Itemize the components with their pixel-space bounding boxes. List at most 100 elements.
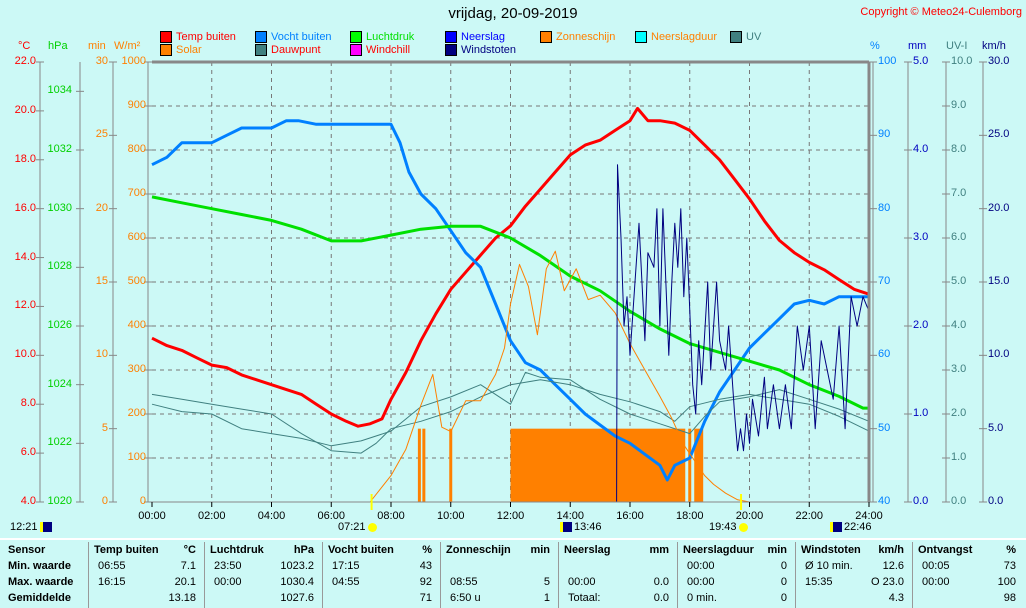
- legend-item: UV: [730, 31, 761, 43]
- legend-label: Solar: [176, 44, 202, 56]
- axis-tick-label-min: 25: [95, 128, 108, 141]
- axis-tick-label-uv: 1.0: [951, 451, 967, 463]
- astro-moon: 13:46: [560, 521, 602, 533]
- axis-tick-label-temp: 20.0: [14, 103, 36, 116]
- axis-tick-label-uv: 5.0: [951, 275, 967, 287]
- axis-tick-label-hum: 90: [878, 128, 891, 141]
- axis-tick-label-uv: 7.0: [951, 187, 967, 199]
- cell-time: 17:15: [332, 560, 360, 572]
- legend-label: Windchill: [366, 44, 411, 56]
- cell-time: 15:35: [805, 576, 833, 588]
- row-label: Min. waarde: [8, 560, 71, 572]
- axis-tick-label-uv: 4.0: [951, 319, 967, 331]
- axis-tick-label-min: 5: [101, 421, 108, 434]
- column-header: Neerslagduur: [683, 544, 754, 556]
- legend-label: UV: [746, 31, 762, 43]
- time-label: 16:00: [616, 510, 644, 522]
- cell-value: O 23.0: [870, 576, 904, 588]
- legend-label: Vocht buiten: [271, 31, 332, 43]
- sunshine-bar: [422, 428, 426, 502]
- astro-time: 07:21: [338, 521, 366, 533]
- legend-item: Luchtdruk: [350, 31, 414, 43]
- cell-value: 92: [419, 576, 432, 588]
- copyright: Copyright © Meteo24-Culemborg: [860, 6, 1022, 18]
- axis-unit-press: hPa: [48, 40, 68, 52]
- sunshine-bar: [449, 428, 453, 502]
- series-line-temp-buiten: [151, 106, 870, 428]
- axis-tick-label-solar: 700: [127, 187, 146, 199]
- column-unit: °C: [183, 544, 196, 556]
- legend-item: Windstoten: [445, 44, 516, 56]
- axis-tick-label-press: 1030: [47, 201, 72, 214]
- axis-tick-label-press: 1022: [47, 436, 72, 449]
- axis-tick-label-uv: 0.0: [951, 495, 967, 507]
- axis-tick-label-wind: 30.0: [988, 55, 1010, 67]
- time-label: 06:00: [317, 510, 346, 522]
- axis-tick-label-hum: 80: [878, 201, 891, 214]
- series-line-windstoten: [616, 164, 870, 503]
- axis-tick-label-wind: 10.0: [988, 348, 1010, 361]
- cell-value: 0.0: [653, 576, 669, 588]
- axis-tick-label-uv: 2.0: [951, 407, 967, 419]
- axis-tick-label-min: 30: [95, 55, 108, 67]
- column-header: Neerslag: [564, 544, 611, 556]
- cell-value: 0: [780, 592, 787, 604]
- axis-tick-label-min: 10: [95, 348, 108, 361]
- cell-value: 5: [543, 576, 550, 588]
- axis-tick-label-rain: 1.0: [913, 407, 929, 419]
- legend-swatch-icon: [255, 31, 267, 43]
- moon-icon: [560, 522, 572, 532]
- axis-tick-label-hum: 100: [878, 55, 897, 67]
- cell-value: 98: [1003, 592, 1016, 604]
- astro-moonrise: 22:46: [830, 521, 872, 533]
- summary-table: Sensor Min. waarde Max. waarde Gemiddelde Te…: [0, 538, 1026, 608]
- axis-tick-label-press: 1028: [47, 260, 72, 273]
- column-unit: min: [530, 544, 550, 556]
- legend-swatch-icon: [160, 31, 172, 43]
- cell-time: 00:00: [922, 576, 950, 588]
- axis-tick-label-rain: 0.0: [913, 495, 929, 507]
- column-header: Vocht buiten: [328, 544, 394, 556]
- legend-label: Temp buiten: [176, 31, 236, 43]
- legend-swatch-icon: [540, 31, 552, 43]
- time-label: 02:00: [197, 510, 226, 522]
- cell-value: 1027.6: [280, 592, 314, 604]
- column-divider: [322, 542, 323, 608]
- cell-value: 1030.4: [280, 576, 314, 588]
- time-label: 14:00: [556, 510, 585, 522]
- axis-unit-solar: W/m²: [114, 40, 141, 52]
- column-divider: [88, 542, 89, 608]
- axis-tick-label-temp: 18.0: [14, 152, 36, 165]
- legend-label: Luchtdruk: [366, 31, 415, 43]
- axis-unit-wind: km/h: [982, 40, 1006, 52]
- cell-value: 12.6: [882, 560, 904, 572]
- axis-tick-label-solar: 300: [127, 363, 146, 375]
- legend-label: Windstoten: [461, 44, 517, 56]
- column-divider: [795, 542, 796, 608]
- astro-time: 19:43: [709, 521, 737, 533]
- legend-swatch-icon: [635, 31, 647, 43]
- legend-swatch-icon: [350, 44, 362, 56]
- cell-time: 04:55: [332, 576, 360, 588]
- cell-time: 23:50: [214, 560, 242, 572]
- moon-icon: [830, 522, 842, 532]
- time-label: 12:00: [496, 510, 525, 522]
- legend-swatch-icon: [255, 44, 267, 56]
- astro-time: 12:21: [10, 521, 38, 533]
- sunshine-bar: [694, 428, 704, 502]
- column-unit: %: [422, 544, 432, 556]
- row-label: Gemiddelde: [8, 592, 71, 604]
- sunshine-bar: [688, 428, 692, 502]
- axis-tick-label-uv: 9.0: [951, 99, 967, 111]
- cell-value: 4.3: [888, 592, 904, 604]
- cell-time: 00:05: [922, 560, 950, 572]
- axis-tick-label-rain: 3.0: [913, 231, 929, 243]
- row-label: Max. waarde: [8, 576, 74, 588]
- legend-swatch-icon: [350, 31, 362, 43]
- axis-tick-label-temp: 12.0: [14, 299, 36, 312]
- cell-value: 100: [997, 576, 1016, 588]
- cell-value: 20.1: [174, 576, 196, 588]
- legend-item: Temp buiten: [160, 31, 236, 43]
- legend-item: Neerslag: [445, 31, 505, 43]
- cell-time: Ø 10 min.: [805, 560, 853, 572]
